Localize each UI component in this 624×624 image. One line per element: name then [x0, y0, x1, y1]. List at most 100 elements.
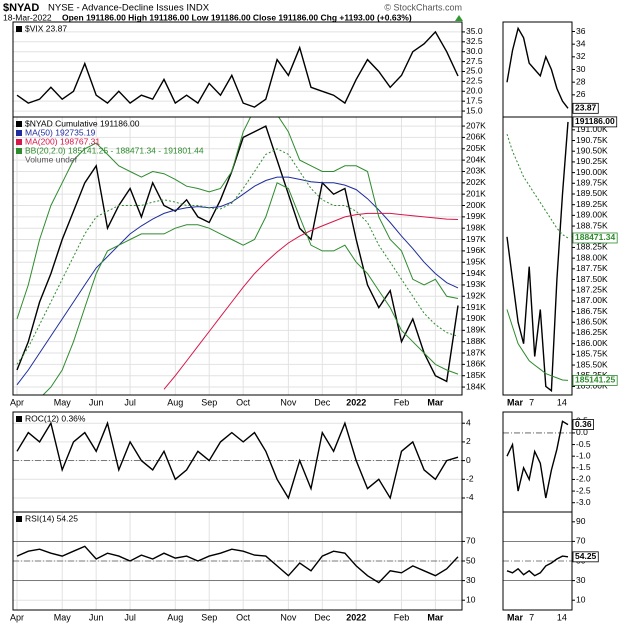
y-tick-label: 36 — [576, 26, 586, 36]
legend-label: $VIX 23.87 — [25, 23, 67, 33]
y-tick-label: -2 — [466, 474, 474, 484]
y-tick-label: 184K — [466, 381, 486, 391]
x-tick-label: 2022 — [346, 612, 366, 622]
value-tag — [572, 551, 599, 563]
x-tick-label: Mar — [507, 612, 524, 622]
y-tick-label: -1.5 — [576, 462, 591, 472]
y-tick-label: -2.5 — [576, 485, 591, 495]
y-tick-label: 190.75K — [576, 135, 608, 145]
series-line — [16, 176, 459, 386]
x-tick-label: Aug — [167, 612, 183, 622]
plot-area — [506, 555, 569, 577]
y-tick-label: 0 — [466, 455, 471, 465]
x-tick-label: Apr — [10, 397, 24, 407]
series-line — [506, 121, 569, 393]
value-tag-label: 54.25 — [575, 551, 597, 561]
y-tick-label: 207K — [466, 120, 486, 130]
y-tick-label: 192K — [466, 291, 486, 301]
y-tick-label: 2 — [466, 436, 471, 446]
y-tick-label: 70 — [466, 536, 476, 546]
value-tag-label: 188471.34 — [575, 232, 615, 242]
y-tick-label: 15.0 — [466, 105, 483, 115]
x-tick-label: 7 — [529, 612, 534, 622]
y-tick-label: 10 — [576, 594, 586, 604]
x-tick-label: Feb — [394, 612, 410, 622]
y-tick-label: 185.50K — [576, 359, 608, 369]
x-tick-label: Aug — [167, 397, 183, 407]
y-tick-label: 187K — [466, 347, 486, 357]
plot-area — [506, 26, 569, 109]
value-tag-label: 23.87 — [575, 103, 597, 113]
x-tick-label: Nov — [280, 397, 297, 407]
y-tick-label: 20.0 — [466, 86, 483, 96]
y-tick-label: 30 — [466, 575, 476, 585]
y-tick-label: 201K — [466, 188, 486, 198]
x-tick-label: Dec — [314, 397, 331, 407]
y-tick-label: 90 — [576, 516, 586, 526]
series-line — [163, 212, 459, 390]
x-tick-label: Jun — [89, 612, 104, 622]
x-tick-label: Jun — [89, 397, 104, 407]
x-tick-label: Mar — [427, 397, 444, 407]
y-tick-label: 186.50K — [576, 317, 608, 327]
y-tick-label: 189K — [466, 325, 486, 335]
y-tick-label: 35.0 — [466, 26, 483, 36]
y-tick-label: -0.5 — [576, 439, 591, 449]
y-tick-label: 188.00K — [576, 252, 608, 262]
y-tick-label: 206K — [466, 132, 486, 142]
symbol: $NYAD — [3, 2, 39, 14]
legend-note: Volume undef — [25, 154, 78, 164]
x-tick-label: Apr — [10, 612, 24, 622]
y-tick-label: 189.00K — [576, 210, 608, 220]
x-tick-label: Oct — [236, 397, 251, 407]
y-tick-label: 185.25K — [576, 370, 608, 380]
series-line — [506, 133, 569, 239]
y-tick-label: -4 — [466, 492, 474, 502]
y-tick-label: 197K — [466, 234, 486, 244]
y-tick-label: 30 — [576, 575, 586, 585]
y-tick-label: 186.00K — [576, 338, 608, 348]
legend-label: ROC(12) 0.36% — [25, 413, 86, 423]
panel-frame — [12, 411, 463, 513]
value-tag — [572, 375, 618, 386]
legend-swatch — [16, 516, 22, 522]
x-tick-label: 14 — [557, 397, 567, 407]
y-tick-label: 188.25K — [576, 242, 608, 252]
value-tag-label: 0.36 — [575, 419, 592, 429]
y-tick-label: 202K — [466, 177, 486, 187]
y-tick-label: 198K — [466, 222, 486, 232]
legend-swatch — [16, 139, 22, 145]
legend-swatch — [16, 26, 22, 32]
y-tick-label: -2.0 — [576, 474, 591, 484]
y-tick-label: 204K — [466, 154, 486, 164]
y-tick-label: 185.75K — [576, 349, 608, 359]
x-tick-label: Jul — [124, 612, 136, 622]
series-line — [506, 309, 569, 381]
panel-frame — [12, 116, 463, 396]
y-tick-label: 187.00K — [576, 295, 608, 305]
y-tick-label: 194K — [466, 268, 486, 278]
legend-swatch — [16, 148, 22, 154]
series-line — [506, 555, 569, 577]
x-tick-label: Sep — [201, 397, 217, 407]
y-tick-label: 25.0 — [466, 66, 483, 76]
y-tick-label: 32.5 — [466, 36, 483, 46]
y-tick-label: 4 — [466, 417, 471, 427]
y-tick-label: 186K — [466, 359, 486, 369]
y-tick-label: -3.0 — [576, 497, 591, 507]
y-tick-label: 186.75K — [576, 306, 608, 316]
x-tick-label: 14 — [557, 612, 567, 622]
series-line — [16, 30, 459, 108]
y-tick-label: 191K — [466, 302, 486, 312]
x-tick-label: Sep — [201, 612, 217, 622]
series-line — [506, 420, 569, 499]
value-tag — [572, 232, 618, 244]
y-tick-label: 196K — [466, 245, 486, 255]
y-tick-label: 27.5 — [466, 56, 483, 66]
legend-label: MA(200) 198767.31 — [25, 136, 100, 146]
value-tag — [572, 116, 618, 128]
value-tag — [572, 102, 599, 114]
value-tag-label: 185141.25 — [575, 375, 615, 385]
y-tick-label: 26 — [576, 89, 586, 99]
series-line — [16, 117, 459, 320]
